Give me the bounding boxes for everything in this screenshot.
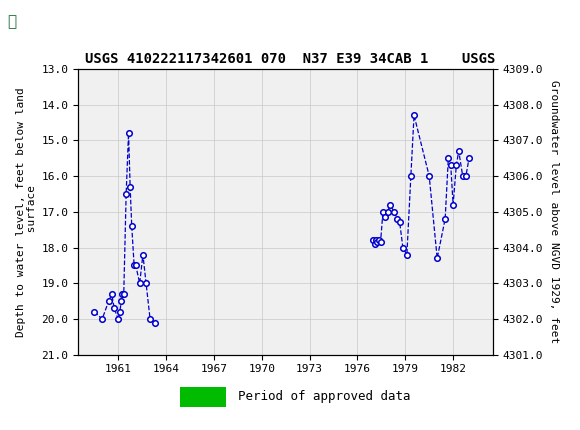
Text: ⨉: ⨉ xyxy=(8,14,17,29)
Y-axis label: Groundwater level above NGVD 1929, feet: Groundwater level above NGVD 1929, feet xyxy=(549,80,559,344)
Bar xyxy=(91,355,150,361)
Bar xyxy=(180,387,226,407)
Bar xyxy=(369,355,477,361)
Text: Period of approved data: Period of approved data xyxy=(238,390,410,403)
Text: USGS 410222117342601 070  N37 E39 34CAB 1    USGS: USGS 410222117342601 070 N37 E39 34CAB 1… xyxy=(85,52,495,66)
Text: USGS: USGS xyxy=(30,15,72,29)
Y-axis label: Depth to water level, feet below land
 surface: Depth to water level, feet below land su… xyxy=(16,87,38,337)
Bar xyxy=(5,3,63,42)
